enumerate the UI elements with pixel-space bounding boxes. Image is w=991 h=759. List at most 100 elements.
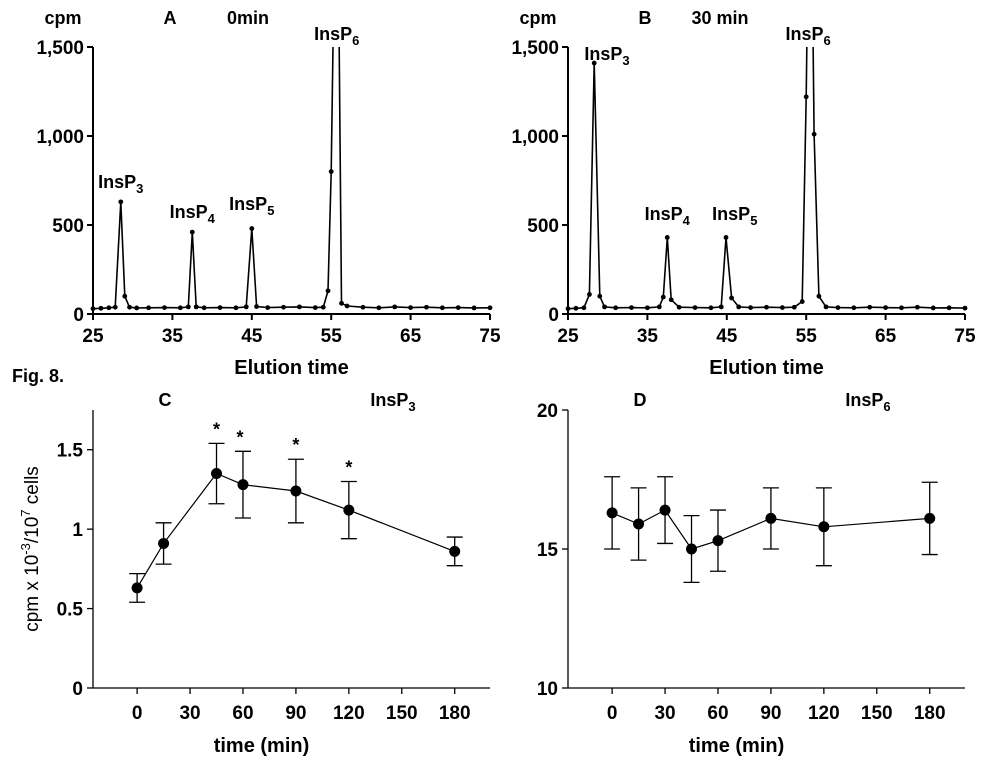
data-point bbox=[217, 305, 223, 310]
data-point bbox=[613, 305, 619, 311]
x-tick-label: 90 bbox=[285, 703, 306, 724]
data-point bbox=[708, 305, 714, 311]
panel-subtitle: 0min bbox=[227, 8, 269, 28]
y-tick-label: 20 bbox=[537, 401, 558, 422]
data-point bbox=[779, 305, 785, 310]
data-point bbox=[962, 305, 968, 311]
panel-letter: A bbox=[164, 8, 177, 28]
data-point bbox=[455, 305, 461, 310]
x-tick-label: 60 bbox=[707, 703, 728, 724]
series-label-base: InsP bbox=[845, 390, 883, 410]
data-point bbox=[376, 305, 382, 311]
data-point bbox=[723, 235, 729, 240]
x-tick-label: 30 bbox=[179, 703, 200, 724]
y-axis-title-part: /10 bbox=[22, 517, 43, 543]
data-point bbox=[645, 305, 650, 311]
data-point bbox=[392, 304, 398, 310]
x-tick-label: 0 bbox=[132, 703, 143, 724]
data-point bbox=[237, 479, 249, 491]
data-point bbox=[633, 518, 645, 530]
peak-label-insp5-base: InsP bbox=[229, 194, 267, 214]
x-axis-title: Elution time bbox=[709, 357, 823, 379]
data-point bbox=[791, 304, 797, 310]
data-point bbox=[193, 304, 199, 310]
y-tick-label: 10 bbox=[537, 679, 558, 700]
y-tick-label: 15 bbox=[537, 540, 559, 561]
x-tick-label: 25 bbox=[82, 326, 104, 347]
data-point bbox=[924, 512, 936, 524]
peak-label-insp4: InsP4 bbox=[645, 204, 691, 228]
peak-label-insp4-subscript: 4 bbox=[683, 213, 691, 228]
x-tick-label: 45 bbox=[241, 326, 263, 347]
data-point bbox=[629, 305, 634, 310]
data-point bbox=[185, 304, 191, 310]
data-point bbox=[818, 521, 830, 533]
x-tick-label: 75 bbox=[479, 326, 501, 347]
x-axis-title: time (min) bbox=[689, 735, 785, 757]
x-tick-label: 0 bbox=[607, 703, 618, 724]
data-point bbox=[344, 303, 350, 309]
data-point bbox=[602, 304, 607, 310]
data-point bbox=[449, 545, 461, 557]
data-point bbox=[930, 305, 936, 311]
data-point bbox=[591, 60, 597, 66]
data-point bbox=[565, 306, 571, 312]
x-tick-label: 120 bbox=[808, 703, 840, 724]
x-tick-label: 45 bbox=[716, 326, 738, 347]
data-point bbox=[899, 305, 904, 311]
series-label: InsP3 bbox=[370, 390, 415, 414]
data-point bbox=[131, 582, 143, 594]
data-point bbox=[587, 292, 592, 297]
y-axis-unit: cpm bbox=[44, 8, 81, 28]
peak-label-insp5-subscript: 5 bbox=[267, 203, 274, 218]
peak-label-insp6-subscript: 6 bbox=[824, 33, 831, 48]
data-point bbox=[325, 288, 331, 294]
x-tick-label: 180 bbox=[914, 703, 946, 724]
data-point bbox=[122, 293, 128, 299]
y-tick-label: 500 bbox=[52, 216, 84, 237]
peak-label-insp3-subscript: 3 bbox=[136, 181, 143, 196]
peak-label-insp5-base: InsP bbox=[712, 204, 750, 224]
data-point bbox=[765, 512, 777, 524]
y-tick-label: 1,000 bbox=[36, 127, 84, 148]
data-point bbox=[201, 305, 207, 311]
data-point bbox=[243, 304, 249, 310]
y-tick-label: 1.5 bbox=[57, 441, 84, 462]
significance-star: * bbox=[236, 427, 243, 447]
data-point bbox=[233, 305, 239, 311]
y-tick-label: 0 bbox=[548, 305, 559, 326]
y-axis-unit: cpm bbox=[519, 8, 556, 28]
y-tick-label: 0 bbox=[72, 679, 83, 700]
x-tick-label: 35 bbox=[637, 326, 659, 347]
data-point bbox=[748, 305, 754, 310]
data-point bbox=[712, 535, 724, 547]
y-axis-title-part: cells bbox=[22, 466, 43, 509]
data-point bbox=[946, 305, 952, 311]
peak-label-insp6-subscript: 6 bbox=[352, 33, 359, 48]
x-axis-title: Elution time bbox=[234, 357, 348, 379]
data-point bbox=[736, 304, 742, 310]
data-point bbox=[360, 304, 366, 310]
x-tick-label: 55 bbox=[321, 326, 343, 347]
y-axis-title-part: 7 bbox=[18, 509, 33, 516]
data-point bbox=[339, 300, 344, 306]
x-tick-label: 150 bbox=[861, 703, 893, 724]
significance-star: * bbox=[213, 419, 220, 439]
data-point bbox=[487, 305, 493, 311]
data-point bbox=[811, 131, 817, 137]
figure-label: Fig. 8. bbox=[12, 366, 64, 386]
y-tick-label: 1 bbox=[72, 520, 83, 541]
series-label-subscript: 3 bbox=[408, 399, 415, 414]
data-point bbox=[343, 504, 355, 516]
data-point bbox=[211, 468, 223, 480]
data-point bbox=[668, 297, 674, 303]
peak-label-insp6: InsP6 bbox=[786, 24, 831, 48]
peak-label-insp4-subscript: 4 bbox=[208, 211, 216, 226]
data-point bbox=[606, 507, 618, 519]
data-point bbox=[835, 305, 841, 310]
data-point bbox=[162, 305, 167, 310]
peak-label-insp4: InsP4 bbox=[170, 202, 216, 226]
